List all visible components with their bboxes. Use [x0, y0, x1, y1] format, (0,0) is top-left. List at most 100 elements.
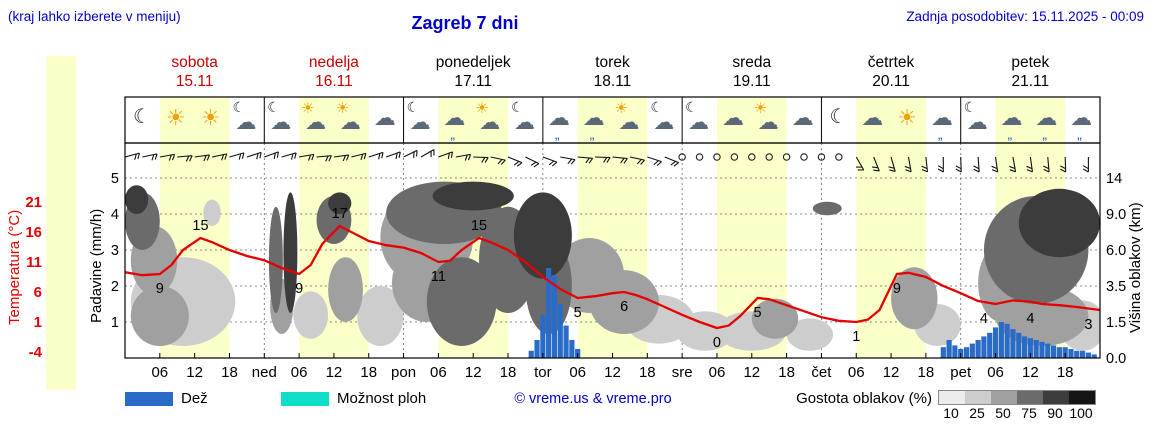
time-tick-label: 12 — [1022, 364, 1039, 381]
day-header-ponedeljek: ponedeljek 17.11 — [435, 54, 511, 90]
wind-barb-icon — [299, 153, 314, 158]
rain-bar — [569, 340, 575, 358]
density-step — [991, 391, 1017, 404]
wind-barb-icon — [159, 153, 175, 158]
density-step-value: 10 — [943, 405, 959, 421]
time-tick-label: 12 — [186, 364, 203, 381]
wind-barb-icon — [994, 156, 999, 172]
copyright-link[interactable]: © vreme.us & vreme.pro — [514, 391, 672, 407]
time-tick-label: 06 — [709, 364, 726, 381]
rain-bar — [546, 268, 552, 358]
cloud-height-tick-label: 1.5 — [1106, 315, 1126, 331]
calm-wind-icon — [835, 153, 843, 161]
density-step — [1017, 391, 1043, 404]
wind-barb-icon — [664, 156, 679, 164]
rain-bar — [998, 322, 1004, 358]
day-header-sobota: sobota 15.11 — [171, 54, 218, 90]
temperature-value-label: 0 — [713, 335, 721, 351]
wind-barb-icon — [1064, 156, 1067, 173]
wind-barb-icon — [960, 156, 962, 173]
density-step — [965, 391, 991, 404]
time-tick-label: 06 — [291, 364, 308, 381]
wind-barb-icon — [873, 156, 880, 172]
wind-barb-icon — [1012, 156, 1017, 172]
wind-barb-icon — [403, 149, 418, 158]
rain-bar — [534, 340, 540, 358]
rain-bar — [540, 314, 546, 358]
calm-wind-icon — [765, 153, 773, 161]
rain-bar — [981, 336, 987, 358]
wind-barb-icon — [855, 156, 865, 171]
wind-barb-icon — [420, 149, 435, 158]
plot-border — [124, 142, 1101, 359]
rain-bar — [963, 347, 970, 358]
cloud-blob — [293, 291, 329, 339]
time-tick-label: 06 — [569, 364, 586, 381]
precipitation-tick-label: 2 — [111, 279, 119, 295]
temperature-line — [125, 224, 1100, 330]
time-tick-label: 12 — [743, 364, 760, 381]
cloud-height-tick-label: 6.0 — [1106, 243, 1126, 259]
rain-bar — [1033, 340, 1039, 358]
rain-bar — [1050, 345, 1057, 358]
temperature-value-label: 6 — [620, 299, 628, 315]
last-update-timestamp: Zadnja posodobitev: 15.11.2025 - 00:09 — [906, 9, 1144, 24]
rain-bar — [563, 325, 569, 358]
rain-bar — [992, 327, 999, 358]
density-step — [939, 391, 965, 404]
temperature-tick-label: -4 — [29, 344, 43, 361]
wind-barb-icon — [124, 152, 140, 158]
wind-barb-icon — [525, 156, 540, 165]
cloud-blob — [203, 199, 221, 226]
time-tick-label: 12 — [604, 364, 621, 381]
wind-barb-icon — [629, 156, 645, 161]
rain-bar — [1039, 341, 1045, 358]
wind-barb-icon — [647, 156, 662, 163]
temperature-value-label: 5 — [754, 305, 762, 321]
showers-legend-swatch — [281, 392, 329, 406]
rain-bar — [946, 340, 952, 358]
temperature-value-label: 11 — [431, 269, 446, 285]
wind-barb-icon — [925, 156, 929, 172]
time-tick-label: ned — [252, 364, 277, 381]
wind-barb-icon — [577, 156, 593, 159]
wind-barb-icon — [890, 156, 896, 172]
wind-barb-icon — [194, 154, 210, 158]
time-tick-label: 18 — [360, 364, 377, 381]
cloud-blob — [432, 181, 514, 211]
rain-bar — [1091, 354, 1097, 358]
menu-hint: (kraj lahko izberete v meniju) — [8, 9, 181, 24]
temperature-value-label: 15 — [471, 218, 487, 234]
precipitation-bars — [528, 268, 1097, 358]
wind-barb-icon — [281, 152, 297, 158]
temperature-value-label: 17 — [332, 206, 348, 222]
temperature-tick-label: 1 — [34, 314, 42, 331]
cloud-height-axis-title: Višina oblakov (km) — [1127, 202, 1144, 333]
wind-barb-icon — [385, 151, 401, 158]
cloud-height-tick-label: 3.5 — [1106, 279, 1126, 295]
density-step-value: 100 — [1069, 405, 1093, 421]
day-header-sreda: sreda 19.11 — [732, 54, 772, 90]
rain-bar — [1074, 350, 1080, 358]
cloud-blob — [328, 257, 363, 322]
wind-barb-icon — [333, 154, 349, 158]
density-step-value: 90 — [1047, 405, 1063, 421]
time-tick-label: čet — [811, 364, 832, 381]
rain-bar — [1010, 329, 1016, 358]
time-tick-label: 18 — [778, 364, 795, 381]
time-tick-label: 18 — [500, 364, 517, 381]
cloud-blob — [812, 201, 842, 216]
rain-bar — [557, 304, 563, 358]
calm-wind-icon — [678, 153, 686, 161]
temperature-value-label: 3 — [1084, 317, 1092, 333]
rain-bar — [551, 275, 558, 358]
cloud-cover-layer — [125, 181, 1100, 351]
cloud-blob — [891, 267, 938, 330]
time-tick-label: tor — [534, 364, 552, 381]
cloud-blob — [283, 192, 298, 313]
cloud-blob — [513, 192, 572, 279]
calm-wind-icon — [730, 153, 739, 161]
density-step — [1043, 391, 1069, 404]
rain-bar — [969, 343, 975, 358]
